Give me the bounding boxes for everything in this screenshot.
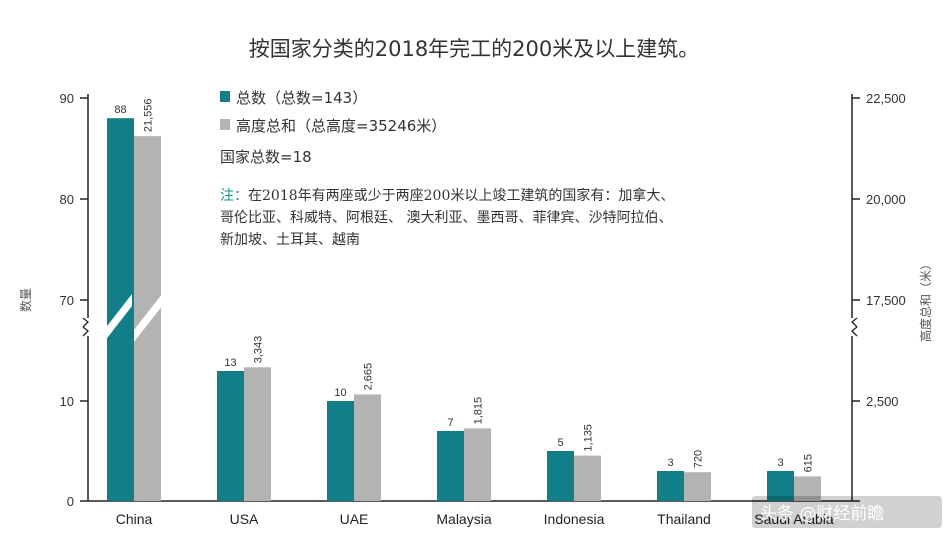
watermark: 头条 @财经前瞻 [752,496,942,528]
category-label: UAE [340,511,369,527]
legend-label-count: 总数（总数=143） [236,89,367,107]
chart-title: 按国家分类的2018年完工的200米及以上建筑。 [249,37,700,61]
data-label-height: 2,665 [363,363,375,391]
bar-count-usa [217,371,244,501]
y-axis-left-break-bottom [82,326,89,337]
y-axis-label-left: 数量 [18,288,33,312]
bar-count-thailand [657,471,684,501]
bar-count-malaysia [437,431,464,501]
watermark-text: 头条 @财经前瞻 [760,504,884,524]
bar-height-malaysia [464,428,491,501]
y-tick-label-right: 17,500 [866,293,906,308]
y-tick-label-left: 90 [60,91,74,106]
data-label-count: 3 [667,457,673,469]
data-label-height: 21,556 [143,98,155,132]
bar-count-uae [327,401,354,501]
data-label-count: 3 [777,457,783,469]
y-tick-label-left: 70 [60,293,74,308]
data-label-count: 88 [114,104,126,116]
data-label-height: 1,815 [473,397,485,425]
watermark-bg [752,496,942,528]
bar-height-thailand [684,472,711,501]
y-tick-label-left: 10 [60,394,74,409]
y-tick-label-right: 2,500 [866,394,899,409]
note-head: 注： [220,188,248,204]
legend-label-height: 高度总和（总高度=35246米） [236,117,446,135]
y-axis-right-break-bottom [851,326,858,337]
y-tick-label-right: 20,000 [866,192,906,207]
category-label: Thailand [657,511,711,527]
axis-break-stripe-height [134,294,162,342]
y-tick-label-right: 22,500 [866,91,906,106]
axes: 0 10 70 80 90 2,500 17,500 20,000 22,500 [60,91,906,509]
note-line-1-text: 在2018年有两座或少于两座200米以上竣工建筑的国家有：加拿大、 [248,187,674,204]
note-line-1: 注：在2018年有两座或少于两座200米以上竣工建筑的国家有：加拿大、 [220,187,674,204]
country-count: 国家总数=18 [220,148,312,166]
data-label-count: 5 [557,437,563,449]
category-label: Malaysia [436,511,491,527]
category-label: USA [230,511,259,527]
bar-count-indonesia [547,451,574,501]
y-axis-label-right: 高度总和（米） [918,258,933,342]
bar-height-saudi-arabia [794,476,821,501]
y-tick-label-left: 80 [60,192,74,207]
bar-height-uae [354,394,381,501]
data-label-count: 7 [447,417,453,429]
category-label: Saudi Arabia [754,511,834,527]
data-label-height: 615 [803,454,815,472]
legend-swatch-height [220,119,230,130]
note-line-2: 哥伦比亚、科威特、阿根廷、 澳大利亚、墨西哥、菲律宾、沙特阿拉伯、 [220,210,672,226]
category-label: Indonesia [544,511,605,527]
y-tick-label-left: 0 [67,494,74,509]
legend-swatch-count [220,91,230,102]
bars [104,118,821,501]
bar-height-indonesia [574,455,601,501]
y-axis-right-break-top [851,317,858,328]
bar-count-saudi-arabia [767,471,794,501]
bar-height-usa [244,367,271,501]
category-labels: China USA UAE Malaysia Indonesia Thailand Saud… [116,511,834,527]
y-axis-left-break-top [82,317,89,328]
axis-break-stripe-count [104,294,132,342]
data-label-height: 720 [693,450,705,468]
category-label: China [116,511,153,527]
data-label-count: 13 [224,357,236,369]
note: 注：在2018年有两座或少于两座200米以上竣工建筑的国家有：加拿大、 哥伦比亚… [220,187,674,248]
data-labels: 88 21,556 13 3,343 10 2,665 7 1,815 5 1,135 3 720 3 6… [114,98,814,472]
data-label-count: 10 [334,387,346,399]
legend: 总数（总数=143） 高度总和（总高度=35246米） 国家总数=18 [220,89,446,166]
data-label-height: 1,135 [583,424,595,452]
note-line-3: 新加坡、土耳其、越南 [220,232,360,248]
data-label-height: 3,343 [253,336,265,364]
